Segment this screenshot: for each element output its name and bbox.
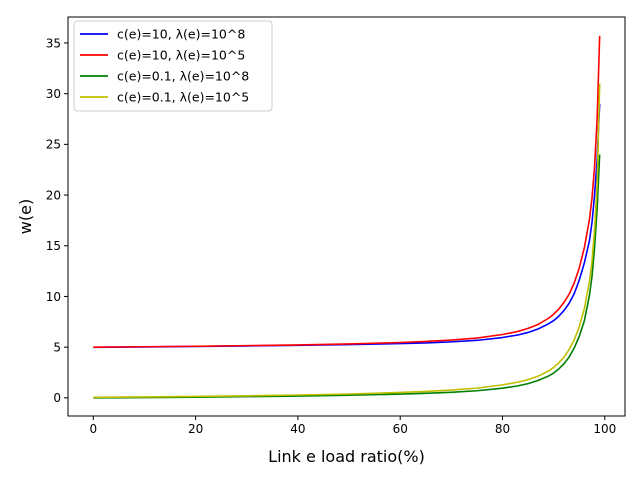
x-axis-ticks: 0 20 40 60 80 100	[89, 416, 616, 436]
x-tick-label: 60	[393, 422, 408, 436]
x-tick-label: 0	[89, 422, 97, 436]
y-tick-label: 25	[46, 138, 61, 152]
legend-label-3: c(e)=0.1, λ(e)=10^8	[117, 69, 249, 84]
y-tick-label: 30	[46, 87, 61, 101]
x-tick-label: 40	[290, 422, 305, 436]
axes-frame	[67, 16, 626, 417]
x-tick-label: 100	[593, 422, 616, 436]
y-tick-label: 0	[53, 391, 61, 405]
legend: c(e)=10, λ(e)=10^8 c(e)=10, λ(e)=10^5 c(e)…	[73, 20, 273, 112]
legend-label-2: c(e)=10, λ(e)=10^5	[117, 48, 245, 63]
series-lines	[93, 35, 601, 399]
y-tick-label: 20	[46, 188, 61, 202]
legend-label-4: c(e)=0.1, λ(e)=10^5	[117, 90, 249, 105]
series-line-4	[93, 83, 601, 399]
series-line-3	[93, 154, 601, 399]
y-axis-title: w(e)	[16, 199, 35, 234]
x-tick-label: 20	[188, 422, 203, 436]
y-tick-label: 10	[46, 290, 61, 304]
series-line-2	[93, 35, 601, 348]
y-axis-ticks: 0 5 10 15 20 25 30 35	[46, 36, 68, 405]
x-axis-title: Link e load ratio(%)	[268, 447, 425, 466]
legend-box	[73, 20, 273, 112]
legend-label-1: c(e)=10, λ(e)=10^8	[117, 27, 245, 42]
x-tick-label: 80	[495, 422, 510, 436]
y-tick-label: 35	[46, 36, 61, 50]
y-tick-label: 5	[53, 340, 61, 354]
y-tick-label: 15	[46, 239, 61, 253]
